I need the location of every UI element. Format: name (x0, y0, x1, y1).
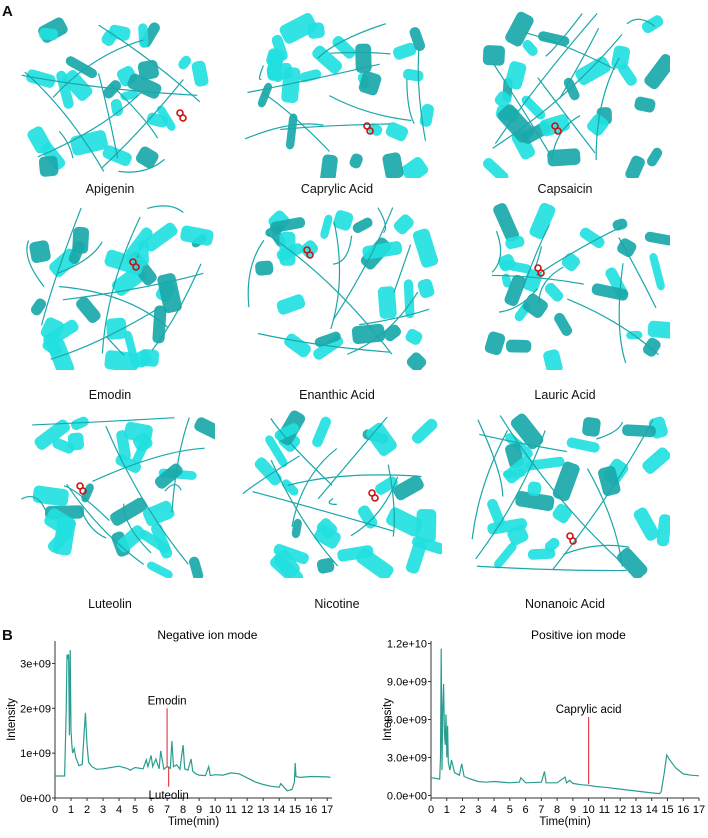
annotation-label: Emodin (148, 695, 187, 707)
svg-text:13: 13 (630, 804, 642, 816)
svg-text:4: 4 (491, 804, 497, 816)
svg-text:3e+09: 3e+09 (20, 658, 51, 670)
svg-text:11: 11 (225, 804, 236, 816)
ligand-icon (551, 122, 562, 135)
protein-structure-luteolin (5, 408, 215, 578)
ligand-icon (76, 482, 87, 495)
structure-label: Capsaicin (537, 182, 593, 196)
svg-text:1: 1 (68, 804, 74, 816)
svg-text:3: 3 (475, 804, 481, 816)
svg-text:9: 9 (570, 804, 576, 816)
structure-label: Nicotine (314, 597, 360, 611)
svg-text:12: 12 (614, 804, 626, 816)
svg-text:3: 3 (100, 804, 106, 816)
svg-text:17: 17 (321, 804, 333, 816)
svg-text:16: 16 (677, 804, 689, 816)
structure-label: Enanthic Acid (299, 388, 375, 402)
svg-text:1.2e+10: 1.2e+10 (387, 639, 427, 651)
svg-text:7: 7 (164, 804, 170, 816)
ligand-icon (534, 264, 545, 277)
svg-text:6: 6 (523, 804, 529, 816)
svg-text:13: 13 (257, 804, 269, 816)
ligand-icon (363, 122, 374, 135)
svg-text:Intensity: Intensity (382, 698, 394, 741)
svg-text:1e+09: 1e+09 (20, 748, 51, 760)
svg-text:11: 11 (599, 804, 610, 816)
protein-structure-nicotine (232, 408, 442, 578)
svg-text:6: 6 (148, 804, 154, 816)
ligand-icon (176, 109, 187, 122)
svg-text:7: 7 (538, 804, 544, 816)
structure-label: Apigenin (85, 182, 135, 196)
svg-text:10: 10 (209, 804, 221, 816)
protein-structure-nonanoic-acid (460, 408, 670, 578)
svg-text:2: 2 (84, 804, 90, 816)
panel-a-letter: A (2, 3, 13, 20)
protein-structure-emodin (5, 200, 215, 370)
ligand-icon (368, 489, 379, 502)
structure-label: Lauric Acid (534, 388, 596, 402)
svg-text:2e+09: 2e+09 (20, 703, 51, 715)
structure-label: Emodin (88, 388, 132, 402)
svg-text:5: 5 (132, 804, 138, 816)
svg-text:8: 8 (180, 804, 186, 816)
svg-text:Time(min): Time(min) (539, 816, 590, 828)
chromatogram-line (55, 649, 331, 792)
annotation-label: Caprylic acid (556, 704, 622, 716)
protein-structure-capsaicin (460, 8, 670, 178)
svg-text:4: 4 (116, 804, 122, 816)
ligand-icon (129, 258, 140, 271)
structure-label: Nonanoic Acid (525, 597, 605, 611)
protein-structure-lauric-acid (460, 200, 670, 370)
svg-text:6.0e+09: 6.0e+09 (387, 715, 427, 727)
positive-ion-chart: Positive ion mode 0.0e+00 3.0e+09 6.0e+09 9.… (354, 625, 708, 838)
svg-text:0.0e+00: 0.0e+00 (387, 790, 427, 802)
svg-text:0e+00: 0e+00 (20, 793, 51, 805)
protein-structure-apigenin (5, 8, 215, 178)
chart-title: Positive ion mode (531, 628, 626, 642)
protein-structure-caprylic-acid (232, 8, 442, 178)
panel-b-letter: B (2, 627, 13, 644)
protein-structure-enanthic-acid (232, 200, 442, 370)
svg-text:5: 5 (507, 804, 513, 816)
svg-text:15: 15 (289, 804, 301, 816)
svg-text:Time(min): Time(min) (168, 816, 219, 828)
svg-text:16: 16 (305, 804, 317, 816)
svg-text:14: 14 (646, 804, 658, 816)
annotation-label: Luteolin (149, 790, 189, 802)
svg-text:9.0e+09: 9.0e+09 (387, 677, 427, 689)
svg-text:0: 0 (428, 804, 434, 816)
svg-text:0: 0 (52, 804, 58, 816)
ligand-icon (303, 246, 314, 259)
structure-label: Caprylic Acid (300, 182, 374, 196)
svg-text:17: 17 (693, 804, 705, 816)
svg-text:9: 9 (196, 804, 202, 816)
chromatogram-line (430, 648, 700, 795)
structure-label: Luteolin (88, 597, 132, 611)
chart-title: Negative ion mode (157, 628, 257, 642)
svg-text:10: 10 (583, 804, 595, 816)
svg-text:Intensity: Intensity (6, 698, 18, 741)
ligand-icon (566, 532, 577, 545)
svg-text:1: 1 (444, 804, 450, 816)
svg-text:15: 15 (661, 804, 673, 816)
svg-text:8: 8 (554, 804, 560, 816)
svg-text:12: 12 (241, 804, 253, 816)
svg-text:14: 14 (273, 804, 285, 816)
negative-ion-chart: Negative ion mode 0e+00 1e+09 2e+09 3e+09 0 1 2… (0, 625, 354, 838)
svg-text:2: 2 (459, 804, 465, 816)
svg-text:3.0e+09: 3.0e+09 (387, 752, 427, 764)
